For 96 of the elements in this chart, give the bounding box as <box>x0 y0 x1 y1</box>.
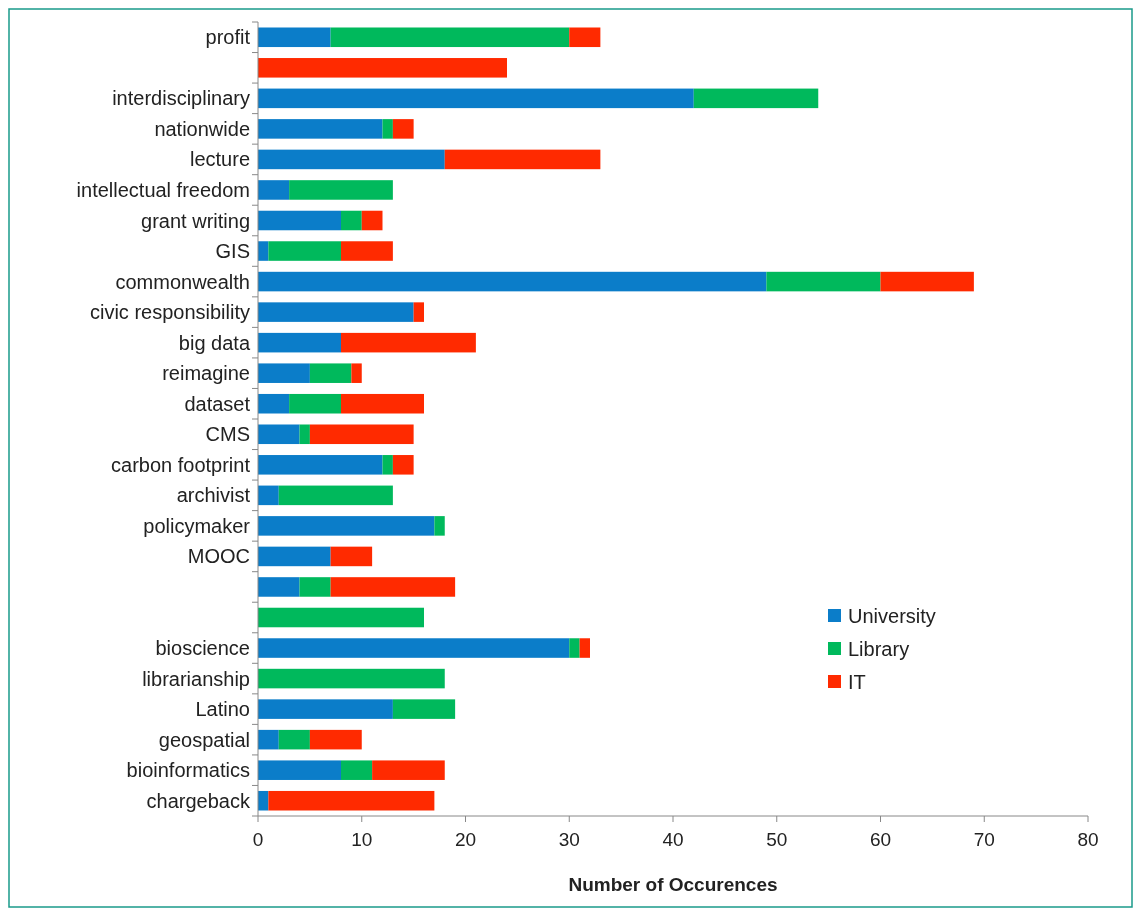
bar <box>278 729 310 750</box>
bar <box>392 119 414 139</box>
bar <box>693 88 819 109</box>
bar <box>382 455 393 475</box>
bar <box>258 363 310 383</box>
bar <box>382 119 393 139</box>
y-tick-label: nationwide <box>154 117 250 140</box>
bar <box>341 241 393 261</box>
bar <box>258 119 383 139</box>
y-tick-label: CMS <box>205 423 250 446</box>
bar <box>392 455 414 475</box>
bar <box>258 88 694 109</box>
bar <box>330 577 456 597</box>
bar <box>258 607 424 628</box>
bar <box>258 180 290 200</box>
y-tick-label: interdisciplinary <box>112 87 250 110</box>
y-tick-label: intellectual freedom <box>76 178 250 201</box>
bar <box>299 577 331 597</box>
bar <box>258 424 300 445</box>
bar <box>434 516 445 536</box>
y-tick-label: profit <box>205 26 251 49</box>
bar <box>309 424 414 445</box>
bar <box>413 302 424 322</box>
bar <box>258 302 414 322</box>
bar <box>289 393 341 414</box>
x-tick-label: 40 <box>662 829 684 850</box>
y-tick-label: chargeback <box>146 789 251 812</box>
x-tick-label: 30 <box>558 829 580 850</box>
bar <box>258 393 290 414</box>
bar <box>258 760 341 780</box>
y-tick-label: bioinformatics <box>126 759 250 782</box>
bar <box>341 760 373 780</box>
y-tick-label: bioscience <box>155 637 250 660</box>
y-tick-label: MOOC <box>187 545 250 568</box>
y-tick-label: grant writing <box>141 209 250 232</box>
bar <box>392 699 456 719</box>
y-tick-label: GIS <box>215 240 250 263</box>
x-tick-label: 60 <box>869 829 892 850</box>
bar <box>258 699 393 719</box>
y-tick-label: librarianship <box>142 667 250 690</box>
y-tick-label: big data <box>178 331 251 354</box>
bar <box>341 332 476 353</box>
y-tick-label: geospatial <box>158 728 250 751</box>
bar <box>268 790 435 811</box>
bar <box>579 638 590 658</box>
y-tick-label: commonwealth <box>115 270 250 293</box>
y-tick-label: archivist <box>176 484 251 507</box>
legend-label: University <box>848 605 936 627</box>
bar <box>258 271 767 292</box>
bar <box>361 210 383 231</box>
bar <box>351 363 362 383</box>
y-tick-label: carbon footprint <box>111 453 251 476</box>
bar <box>309 363 352 383</box>
bar <box>299 424 310 445</box>
bar <box>372 760 445 780</box>
y-tick-label: reimagine <box>162 362 250 385</box>
bar <box>569 638 580 658</box>
bar <box>766 271 881 292</box>
bar <box>330 27 570 48</box>
x-tick-label: 10 <box>351 829 373 850</box>
bar <box>289 180 393 200</box>
legend-label: IT <box>848 671 866 693</box>
bar <box>880 271 974 292</box>
bar <box>258 485 279 506</box>
bar <box>330 546 373 567</box>
bar <box>258 729 279 750</box>
x-tick-label: 70 <box>973 829 995 850</box>
x-axis-title: Number of Occurences <box>568 874 778 895</box>
bar <box>341 210 362 231</box>
x-tick-label: 50 <box>766 829 788 850</box>
bar <box>258 516 435 536</box>
bar <box>258 210 341 231</box>
bar <box>278 485 393 506</box>
bar <box>258 638 570 658</box>
x-tick-label: 80 <box>1077 829 1099 850</box>
bar <box>341 393 424 414</box>
bar <box>309 729 362 750</box>
bar <box>268 241 341 261</box>
y-tick-label: Latino <box>195 698 250 721</box>
bar <box>258 149 445 170</box>
y-tick-label: civic responsibility <box>89 301 250 324</box>
bar <box>444 149 601 170</box>
bar <box>258 332 341 353</box>
bar <box>258 546 331 567</box>
y-tick-label: policymaker <box>143 514 251 537</box>
bar <box>258 668 445 689</box>
x-tick-label: 0 <box>252 829 264 850</box>
bar <box>569 27 601 48</box>
y-tick-label: dataset <box>184 392 251 415</box>
bar <box>258 577 300 597</box>
legend-label: Library <box>848 638 910 660</box>
x-tick-label: 20 <box>454 829 477 850</box>
bar <box>258 27 331 48</box>
bar <box>258 455 383 475</box>
y-tick-label: lecture <box>189 148 250 171</box>
bar <box>258 58 507 78</box>
